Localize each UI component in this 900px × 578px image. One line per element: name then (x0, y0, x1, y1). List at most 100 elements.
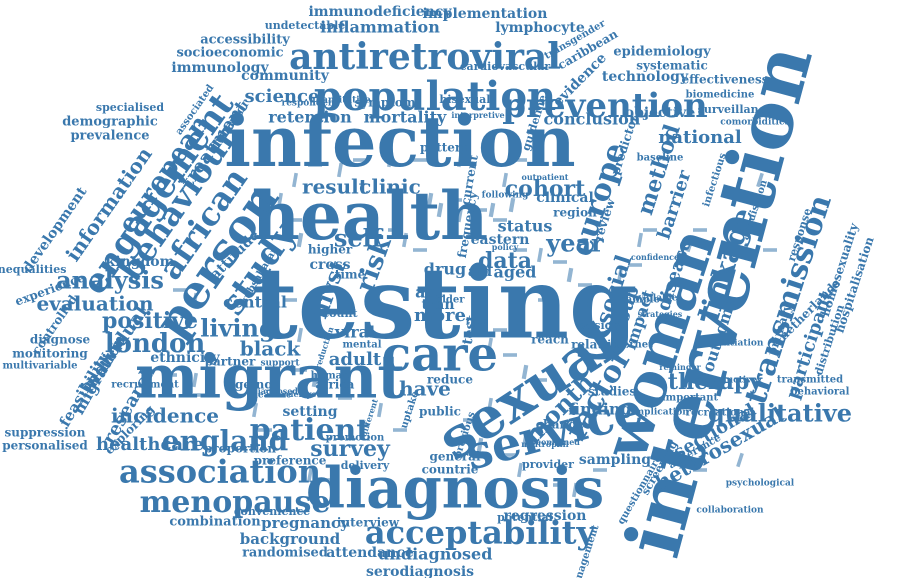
filler-word-mark (288, 218, 302, 222)
word-cross: cross (309, 257, 350, 273)
word-care: care (382, 327, 498, 383)
word-community: community (241, 68, 330, 84)
word-systematic: systematic (636, 59, 708, 73)
word-survey: survey (310, 436, 391, 462)
word-qualitative: qualitative (708, 399, 852, 428)
filler-word-mark (308, 163, 322, 167)
word-acceptability: acceptability (365, 514, 597, 552)
word-science: science (245, 86, 320, 107)
filler-word-mark (473, 208, 487, 212)
word-self: self (334, 224, 384, 253)
word-central: central (223, 293, 287, 312)
filler-word-mark (538, 298, 552, 302)
word-respondent: respondent (281, 99, 339, 109)
filler-word-mark (587, 292, 593, 308)
filler-word-mark (487, 337, 493, 353)
word-following: following (482, 191, 529, 201)
word-sampling: sampling (579, 452, 651, 468)
word-time: time (335, 268, 366, 282)
word-biomedicine: biomedicine (686, 90, 755, 101)
word-living: living (200, 314, 276, 343)
word-outpatient: outpatient (522, 172, 569, 182)
word-collaboration: collaboration (696, 506, 764, 516)
word-migrant: migrant (135, 343, 405, 413)
word-baseline: baseline (637, 153, 684, 164)
word-cardiovascular: cardiovascular (460, 60, 551, 73)
word-region: region (553, 206, 597, 220)
word-serodiagnosis: serodiagnosis (366, 564, 474, 578)
word-delivery: delivery (341, 459, 390, 472)
word-acc: acc (415, 283, 445, 302)
word-undiagnosed: undiagnosed (378, 545, 493, 564)
filler-word-mark (503, 353, 517, 357)
word-drug: drug (424, 260, 466, 279)
filler-word-mark (457, 152, 463, 168)
word-incidence: incidence (111, 404, 219, 428)
word-have: have (399, 377, 451, 401)
word-health: health (252, 177, 488, 255)
word-effectiveness: effectiveness (681, 73, 768, 87)
word-socioeconomic: socioeconomic (176, 46, 283, 61)
word-recruitment: recruitment (111, 380, 179, 391)
word-data: data (478, 248, 532, 274)
filler-word-mark (413, 248, 427, 252)
filler-word-mark (463, 418, 477, 422)
filler-word-mark (192, 372, 198, 388)
word-association: association (119, 453, 321, 491)
word-finding: finding (568, 400, 631, 419)
filler-word-mark (413, 158, 427, 162)
filler-word-mark (637, 232, 643, 248)
filler-word-mark (736, 452, 744, 468)
word-rate: rate (466, 317, 489, 328)
word-diagnose: diagnose (30, 333, 91, 347)
word-pattern: pattern (420, 141, 470, 155)
word-internet: internet (607, 340, 653, 351)
filler-word-mark (277, 192, 283, 208)
word-result: result (302, 175, 369, 199)
word-human: human (311, 371, 351, 382)
word-objective: objective (625, 105, 696, 121)
word-support: support (260, 359, 300, 369)
word-inequalities: inequalities (0, 263, 66, 276)
word-comorbidities: comorbidities (720, 118, 790, 128)
word-specialised: specialised (96, 101, 164, 114)
filler-word-mark (307, 467, 313, 483)
filler-word-mark (756, 172, 764, 188)
word-convenience: convenience (234, 505, 310, 518)
word-population: population (314, 73, 556, 120)
word-reach: reach (531, 333, 569, 347)
word-neutrophil: neutrophil (521, 439, 568, 449)
word-important: important (662, 393, 719, 404)
word-interview: interview (337, 516, 400, 530)
word-accessibility: accessibility (200, 33, 290, 48)
word-policy: policy (492, 242, 519, 252)
filler-word-mark (516, 310, 524, 326)
word-transmitted: transmitted (777, 375, 843, 386)
filler-word-mark (503, 453, 517, 457)
word-reminder: reminder (659, 362, 701, 372)
word-eastern: eastern (471, 232, 530, 248)
word-older: older (435, 295, 465, 306)
word-national: national (658, 127, 742, 148)
word-change: change (536, 418, 585, 432)
filler-word-mark (693, 468, 707, 472)
filler-word-mark (297, 327, 303, 343)
word-studies: studies (588, 385, 637, 399)
word-promotion: promotion (326, 433, 385, 444)
word-testing: testing (252, 246, 637, 361)
filler-word-mark (402, 232, 408, 248)
word-combined: combined (536, 437, 580, 447)
word-more: more (414, 305, 466, 326)
filler-word-mark (513, 158, 527, 162)
word-adult: adult (329, 349, 382, 370)
word-ethnicity: ethnicity (150, 350, 220, 366)
filler-word-mark (193, 393, 207, 397)
word-potential: potential (497, 511, 553, 524)
filler-word-mark (476, 437, 484, 453)
word-tran: tran (421, 297, 454, 313)
filler-word-mark (578, 283, 592, 287)
word-aid: aid (468, 264, 492, 280)
word-higher: higher (308, 243, 353, 257)
